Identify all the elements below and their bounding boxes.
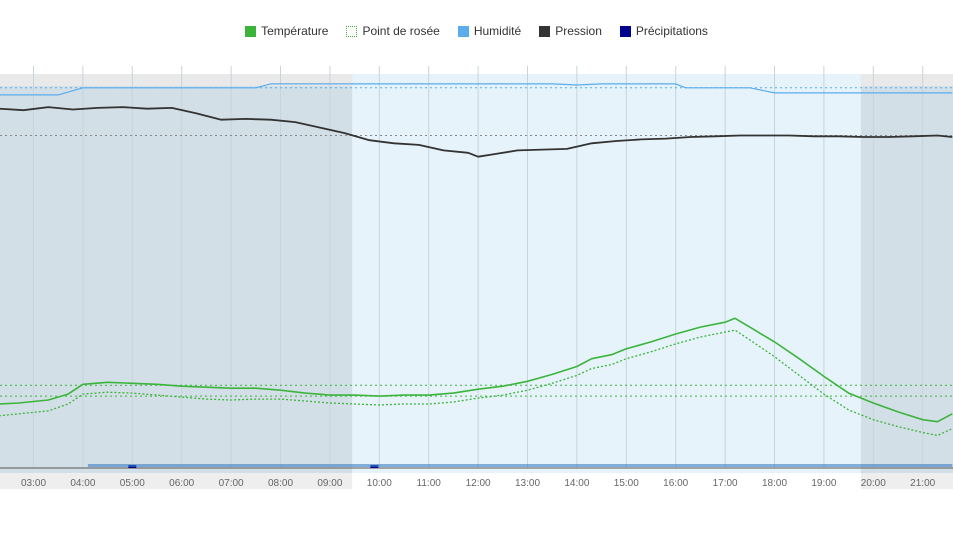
- x-tick-label: 16:00: [663, 478, 688, 489]
- x-tick-label: 10:00: [367, 478, 392, 489]
- x-tick-label: 15:00: [614, 478, 639, 489]
- x-tick-label: 18:00: [762, 478, 787, 489]
- legend-label: Pression: [555, 24, 602, 38]
- legend-swatch: [346, 25, 358, 37]
- legend-swatch: [457, 25, 469, 37]
- legend-item[interactable]: Température: [245, 24, 328, 38]
- x-tick-label: 14:00: [564, 478, 589, 489]
- legend-item[interactable]: Point de rosée: [346, 24, 440, 38]
- x-tick-label: 21:00: [910, 478, 935, 489]
- legend-swatch: [539, 25, 551, 37]
- series-line-humidit-: [0, 83, 953, 96]
- precipitation-area: [87, 464, 953, 467]
- legend-item[interactable]: Précipitations: [619, 24, 708, 38]
- x-tick-label: 06:00: [169, 478, 194, 489]
- night-band-top: [0, 74, 353, 86]
- legend-label: Température: [261, 24, 329, 38]
- legend-label: Précipitations: [635, 24, 708, 38]
- x-tick-label: 03:00: [21, 478, 46, 489]
- legend-item[interactable]: Pression: [539, 24, 602, 38]
- legend-item[interactable]: Humidité: [457, 24, 522, 38]
- chart-legend: Température Point de rosée Humidité Pressio…: [0, 24, 953, 38]
- legend-swatch: [619, 25, 631, 37]
- x-tick-label: 05:00: [120, 478, 145, 489]
- x-tick-label: 12:00: [466, 478, 491, 489]
- x-tick-label: 04:00: [70, 478, 95, 489]
- x-tick-label: 07:00: [219, 478, 244, 489]
- night-band-bottom: [860, 473, 953, 489]
- night-band: [0, 74, 353, 473]
- night-band-top: [860, 74, 953, 86]
- night-band-bottom: [0, 473, 353, 489]
- x-tick-label: 19:00: [811, 478, 836, 489]
- x-tick-label: 17:00: [713, 478, 738, 489]
- x-tick-label: 20:00: [861, 478, 886, 489]
- series-line-point-de-ros-e: [0, 329, 953, 437]
- night-band: [860, 74, 953, 473]
- series-line-pression: [0, 106, 953, 158]
- x-tick-label: 08:00: [268, 478, 293, 489]
- x-tick-label: 09:00: [317, 478, 342, 489]
- legend-label: Humidité: [473, 24, 522, 38]
- x-tick-label: 13:00: [515, 478, 540, 489]
- x-tick-label: 11:00: [417, 478, 442, 489]
- legend-swatch: [245, 25, 257, 37]
- legend-label: Point de rosée: [362, 24, 440, 38]
- series-line-temp-rature: [0, 317, 953, 423]
